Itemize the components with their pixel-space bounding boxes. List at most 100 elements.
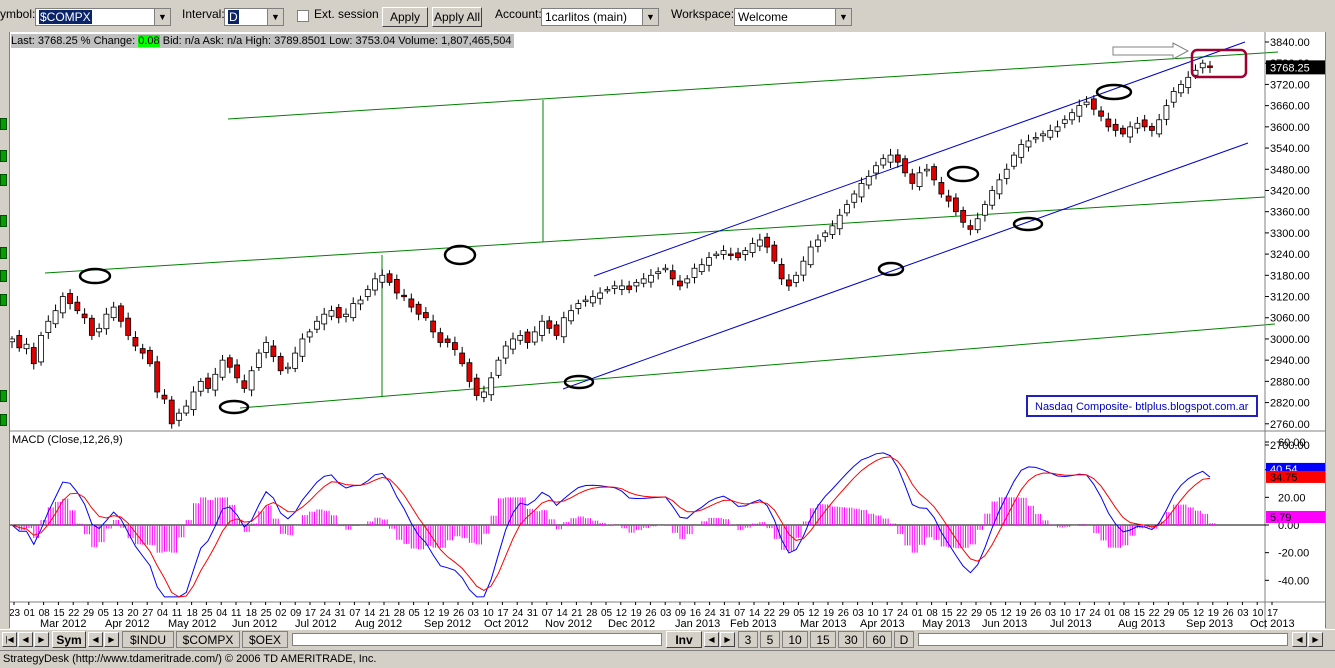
prev-icon[interactable]: ◀ (1292, 632, 1307, 647)
account-combobox[interactable]: 1carlitos (main) ▼ (541, 8, 659, 26)
tool-icon[interactable] (0, 294, 7, 306)
next-icon[interactable]: ▶ (104, 632, 119, 647)
tool-icon[interactable] (0, 414, 7, 426)
candle (793, 274, 800, 283)
tool-icon[interactable] (0, 247, 7, 259)
tab-symbol-oex[interactable]: $OEX (242, 631, 288, 648)
next-icon[interactable]: ▶ (34, 632, 49, 647)
y-tick-label: 3480.00 (1270, 164, 1310, 176)
prev-icon[interactable]: ◀ (704, 632, 719, 647)
candle (393, 278, 400, 294)
change-label: % Change: (80, 35, 136, 47)
prev-icon[interactable]: ◀ (88, 632, 103, 647)
candle (546, 320, 553, 329)
account-value[interactable]: 1carlitos (main) (545, 10, 628, 24)
candle (379, 274, 386, 283)
candle (807, 246, 814, 266)
x-day-label: 12 (808, 608, 820, 619)
bid-label: Bid: (162, 35, 182, 47)
price-chart[interactable]: Nasdaq Composite- btlplus.blogspot.com.a… (10, 32, 1325, 629)
candle (742, 250, 749, 255)
tool-icon[interactable] (0, 270, 7, 282)
workspace-value[interactable]: Welcome (738, 10, 788, 24)
x-day-label: 07 (349, 608, 361, 619)
next-icon[interactable]: ▶ (1308, 632, 1323, 647)
tab-interval-15[interactable]: 15 (810, 631, 836, 648)
ext-session-checkbox[interactable] (297, 10, 309, 22)
tool-icon[interactable] (0, 174, 7, 186)
x-day-label: 26 (1030, 608, 1042, 619)
first-icon[interactable]: |◀ (2, 632, 17, 647)
interval-combobox[interactable]: D ▼ (224, 8, 284, 26)
candle (437, 332, 444, 343)
x-day-label: 28 (394, 608, 406, 619)
tab-sym[interactable]: Sym (52, 631, 86, 648)
x-day-label: 24 (1089, 608, 1101, 619)
tab-interval-30[interactable]: 30 (838, 631, 864, 648)
symbol-combobox[interactable]: $COMPX ▼ (35, 8, 171, 26)
x-day-label: 08 (39, 608, 51, 619)
candle (575, 303, 582, 309)
chevron-down-icon[interactable]: ▼ (835, 9, 851, 25)
tab-symbol-compx[interactable]: $COMPX (176, 631, 240, 648)
apply-all-button[interactable]: Apply All (432, 7, 482, 27)
candle (350, 303, 357, 319)
x-month-label: Jul 2013 (1050, 618, 1092, 629)
tab-interval-60[interactable]: 60 (866, 631, 892, 648)
candle (1083, 101, 1090, 106)
candle (713, 253, 720, 257)
candle (822, 232, 829, 238)
interval-value[interactable]: D (228, 10, 239, 24)
horizontal-scrollbar[interactable] (292, 633, 662, 646)
candle (815, 239, 821, 247)
last-label: Last: (11, 35, 35, 47)
x-day-label: 05 (1178, 608, 1190, 619)
tab-interval-d[interactable]: D (894, 631, 914, 648)
tab-inv[interactable]: Inv (666, 631, 702, 648)
annotation-box (1026, 395, 1258, 417)
tool-icon[interactable] (0, 150, 7, 162)
candle (727, 253, 734, 256)
workspace-label: Workspace: (671, 7, 735, 21)
candle (589, 296, 596, 304)
apply-button[interactable]: Apply (382, 7, 428, 27)
candle (488, 377, 495, 396)
candle (335, 307, 342, 319)
candle (648, 274, 654, 283)
y-tick-label: 3060.00 (1270, 313, 1310, 325)
candle (582, 299, 589, 302)
tool-icon[interactable] (0, 118, 7, 130)
candle (909, 173, 916, 184)
tab-interval-10[interactable]: 10 (782, 631, 808, 648)
x-day-label: 07 (542, 608, 554, 619)
tool-icon[interactable] (0, 215, 7, 227)
x-day-label: 11 (231, 608, 242, 619)
tab-symbol-indu[interactable]: $INDU (122, 631, 174, 648)
change-value: 0.08 (138, 35, 160, 47)
candle (321, 313, 328, 325)
candle (597, 292, 604, 299)
volume-value: 1,807,465,504 (441, 35, 512, 47)
chevron-down-icon[interactable]: ▼ (267, 9, 283, 25)
pivot-marker (1095, 83, 1133, 101)
tab-interval-3[interactable]: 3 (738, 631, 758, 648)
tab-interval-5[interactable]: 5 (760, 631, 780, 648)
tool-icon[interactable] (0, 390, 7, 402)
workspace-combobox[interactable]: Welcome ▼ (734, 8, 852, 26)
x-month-label: Apr 2013 (860, 618, 905, 629)
y-tick-label: 3600.00 (1270, 122, 1310, 134)
symbol-value[interactable]: $COMPX (39, 10, 92, 24)
horizontal-scrollbar[interactable] (918, 633, 1288, 646)
prev-icon[interactable]: ◀ (18, 632, 33, 647)
x-day-label: 07 (734, 608, 746, 619)
candle (945, 195, 952, 202)
candle (30, 347, 37, 365)
candle (277, 355, 284, 372)
next-icon[interactable]: ▶ (720, 632, 735, 647)
candle (938, 182, 945, 195)
candle (234, 364, 240, 379)
chevron-down-icon[interactable]: ▼ (154, 9, 170, 25)
chevron-down-icon[interactable]: ▼ (642, 9, 658, 25)
candle (1141, 119, 1148, 128)
candle (785, 279, 792, 287)
